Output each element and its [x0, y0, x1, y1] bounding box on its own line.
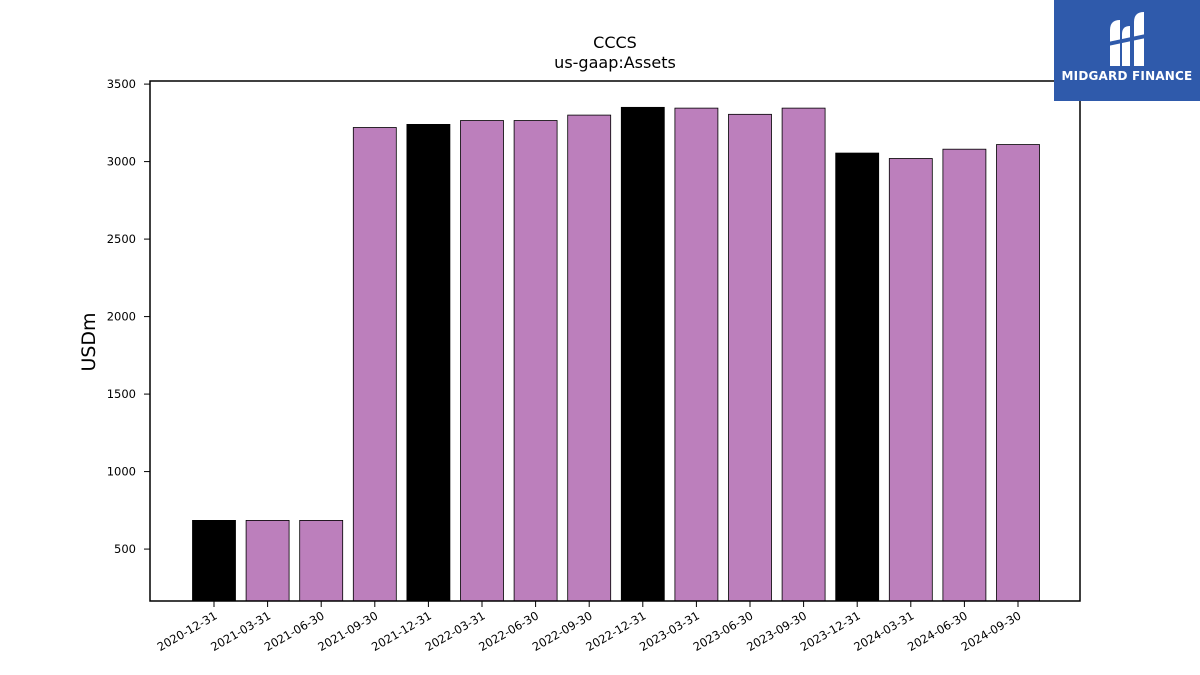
bar-2021-09-30	[352, 127, 397, 602]
x-tick-label: 2023-12-31	[798, 608, 863, 654]
y-tick-label: 2500	[107, 232, 136, 246]
x-tick-label: 2021-12-31	[369, 608, 434, 654]
plot-frame	[149, 80, 1081, 602]
bar-2022-03-31	[460, 120, 504, 602]
x-ticks-group: 2020-12-312021-03-312021-06-302021-09-30…	[155, 601, 1024, 654]
bar-2023-06-30	[728, 113, 772, 602]
y-tick-label: 3500	[107, 77, 136, 91]
x-tick-label: 2020-12-31	[155, 608, 220, 654]
bar-2023-09-30	[781, 107, 826, 602]
x-tick-label: 2024-09-30	[959, 608, 1024, 654]
y-axis-label: USDm	[78, 312, 100, 371]
y-tick-label: 1000	[107, 465, 136, 479]
chart-title: CCCS	[593, 33, 637, 52]
x-tick-label: 2023-03-31	[637, 608, 702, 654]
x-tick-label: 2022-03-31	[423, 608, 488, 654]
bar-2022-09-30	[567, 114, 612, 602]
bar-2021-12-31	[406, 123, 451, 602]
bar-2022-12-31	[620, 106, 665, 602]
bar-2023-03-31	[674, 107, 719, 602]
bar-2024-06-30	[942, 148, 987, 602]
bar-2024-09-30	[996, 144, 1040, 602]
logo-mark-icon	[1108, 12, 1146, 66]
x-tick-label: 2024-03-31	[851, 608, 916, 654]
logo-text: MIDGARD FINANCE	[1061, 69, 1193, 83]
bar-2020-12-31	[192, 520, 236, 602]
bar-2021-03-31	[245, 520, 290, 602]
x-tick-label: 2022-06-30	[476, 608, 541, 654]
x-tick-label: 2022-09-30	[530, 608, 595, 654]
brand-logo: MIDGARD FINANCE	[1054, 0, 1200, 101]
x-tick-label: 2022-12-31	[583, 608, 648, 654]
y-tick-label: 2000	[107, 310, 136, 324]
y-tick-label: 1500	[107, 387, 136, 401]
y-tick-label: 500	[114, 542, 136, 556]
bar-2023-12-31	[835, 152, 880, 602]
bar-2021-06-30	[299, 520, 344, 602]
x-tick-label: 2021-09-30	[315, 608, 380, 654]
x-tick-label: 2023-06-30	[691, 608, 756, 654]
bar-2024-03-31	[888, 158, 933, 602]
x-tick-label: 2021-03-31	[208, 608, 273, 654]
x-tick-label: 2023-09-30	[744, 608, 809, 654]
x-tick-label: 2021-06-30	[262, 608, 327, 654]
y-ticks-group: 500 1000 1500 2000 2500 3000 3500	[107, 77, 150, 556]
chart-subtitle: us-gaap:Assets	[554, 53, 676, 72]
y-tick-label: 3000	[107, 155, 136, 169]
x-tick-label: 2024-06-30	[905, 608, 970, 654]
bars-group	[192, 106, 1040, 602]
bar-2022-06-30	[513, 120, 558, 602]
